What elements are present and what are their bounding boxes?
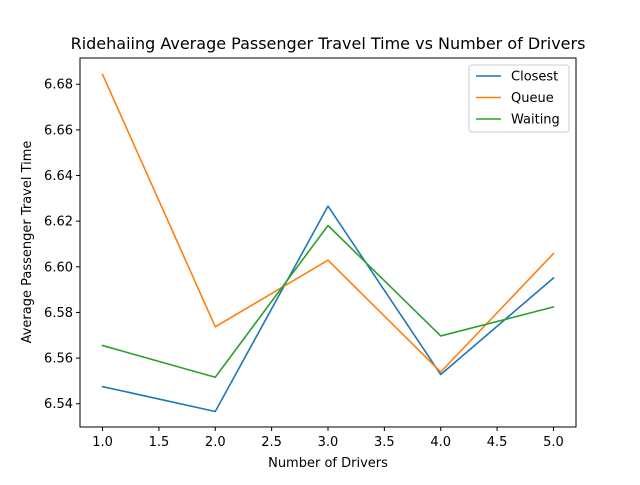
x-tick-label: 4.5 xyxy=(487,435,508,450)
x-tick-label: 3.0 xyxy=(318,435,339,450)
x-tick-label: 2.0 xyxy=(205,435,226,450)
y-tick-label: 6.64 xyxy=(44,169,73,184)
legend-label-closest: Closest xyxy=(511,70,558,85)
y-tick-label: 6.62 xyxy=(44,215,73,230)
y-tick-label: 6.56 xyxy=(44,352,73,367)
legend-label-queue: Queue xyxy=(511,91,554,106)
x-tick-label: 5.0 xyxy=(543,435,564,450)
x-tick-label: 1.5 xyxy=(149,435,170,450)
x-tick-label: 2.5 xyxy=(261,435,282,450)
y-tick-label: 6.58 xyxy=(44,306,73,321)
legend: Closest Queue Waiting xyxy=(468,64,570,133)
plot-area xyxy=(79,57,577,428)
y-tick-label: 6.60 xyxy=(44,260,73,275)
legend-label-waiting: Waiting xyxy=(511,113,560,128)
x-tick-label: 1.0 xyxy=(92,435,113,450)
x-tick-label: 4.0 xyxy=(430,435,451,450)
x-axis-label: Number of Drivers xyxy=(268,456,388,471)
y-axis-ticks: 6.54 6.56 6.58 6.60 6.62 6.64 6.66 6.68 xyxy=(44,78,80,412)
legend-box xyxy=(468,64,570,133)
y-axis-label: Average Passenger Travel Time xyxy=(20,141,35,344)
series-line-closest xyxy=(101,205,555,413)
x-axis-ticks: 1.0 1.5 2.0 2.5 3.0 3.5 4.0 4.5 5.0 xyxy=(92,427,564,450)
chart-title: Ridehaiing Average Passenger Travel Time… xyxy=(71,34,586,53)
series-line-waiting xyxy=(101,224,555,379)
y-tick-label: 6.54 xyxy=(44,397,73,412)
x-tick-label: 3.5 xyxy=(374,435,395,450)
y-tick-label: 6.68 xyxy=(44,78,73,93)
y-tick-label: 6.66 xyxy=(44,123,73,138)
series-lines xyxy=(101,73,555,413)
legend-items: Closest Queue Waiting xyxy=(476,70,560,128)
series-line-queue xyxy=(101,73,555,373)
